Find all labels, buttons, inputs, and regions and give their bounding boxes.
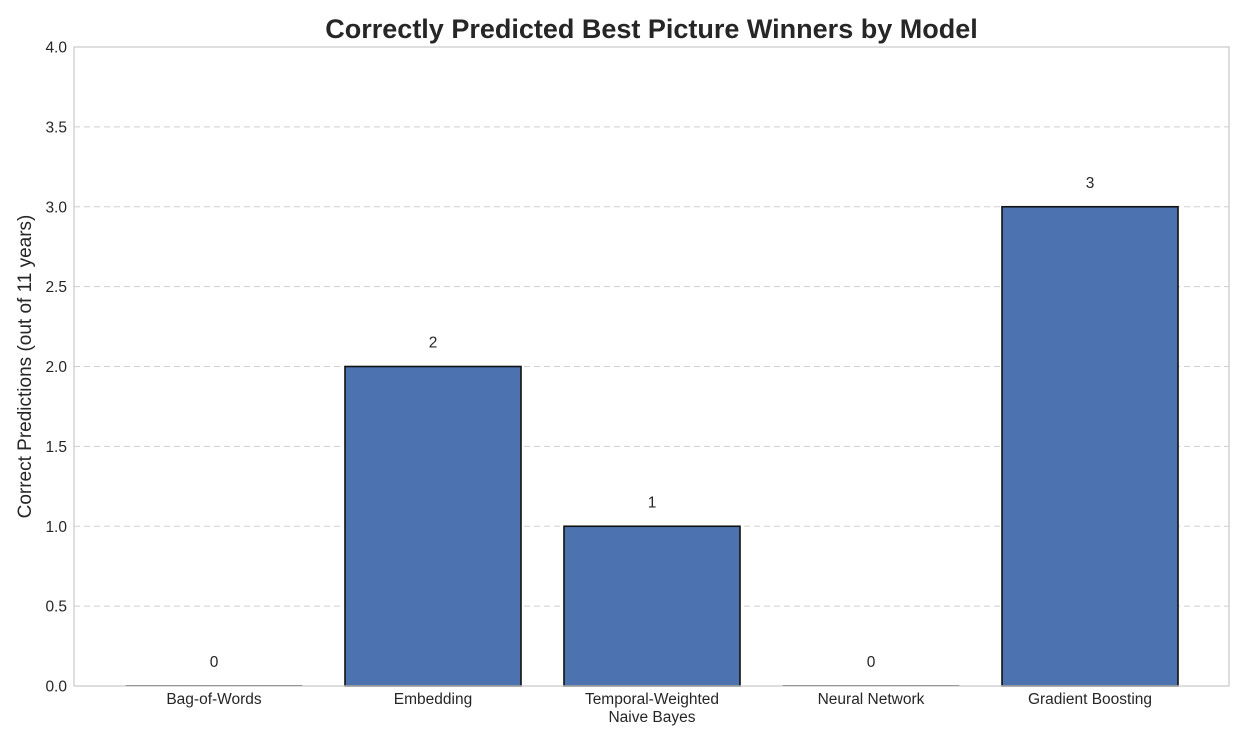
y-tick-label: 0.5 [45, 599, 67, 616]
bar [1001, 205, 1179, 687]
data-label: 0 [867, 654, 876, 671]
data-label: 3 [1086, 175, 1095, 192]
chart-title: Correctly Predicted Best Picture Winners… [325, 14, 977, 44]
bars [125, 205, 1179, 687]
x-tick-label: Neural Network [818, 691, 925, 708]
x-tick-label: Bag-of-Words [166, 691, 262, 708]
x-tick-label: Gradient Boosting [1028, 691, 1152, 708]
x-tick-label: Naive Bayes [608, 709, 695, 726]
bar [344, 365, 522, 687]
y-tick-label: 1.5 [45, 439, 67, 456]
plot-frame [73, 46, 1230, 687]
data-label: 0 [210, 654, 219, 671]
y-tick-label: 1.0 [45, 519, 67, 536]
data-label: 2 [429, 335, 438, 352]
data-labels: 0 2 1 0 3 [210, 175, 1095, 671]
x-tick-label: Embedding [394, 691, 472, 708]
y-tick-label: 3.0 [45, 199, 67, 216]
y-tick-label: 2.5 [45, 279, 67, 296]
y-axis-label: Correct Predictions (out of 11 years) [15, 215, 36, 519]
data-label: 1 [648, 494, 657, 511]
y-tick-label: 3.5 [45, 119, 67, 136]
y-tick-label: 2.0 [45, 359, 67, 376]
y-axis-ticks: 0.0 0.5 1.0 1.5 2.0 2.5 3.0 3.5 4.0 [45, 40, 67, 696]
y-tick-label: 0.0 [45, 679, 67, 696]
bar [563, 525, 741, 687]
x-tick-label: Temporal-Weighted [585, 691, 719, 708]
y-tick-label: 4.0 [45, 40, 67, 57]
x-axis-ticks: Bag-of-Words Embedding Temporal-WeightedNa… [166, 691, 1152, 726]
